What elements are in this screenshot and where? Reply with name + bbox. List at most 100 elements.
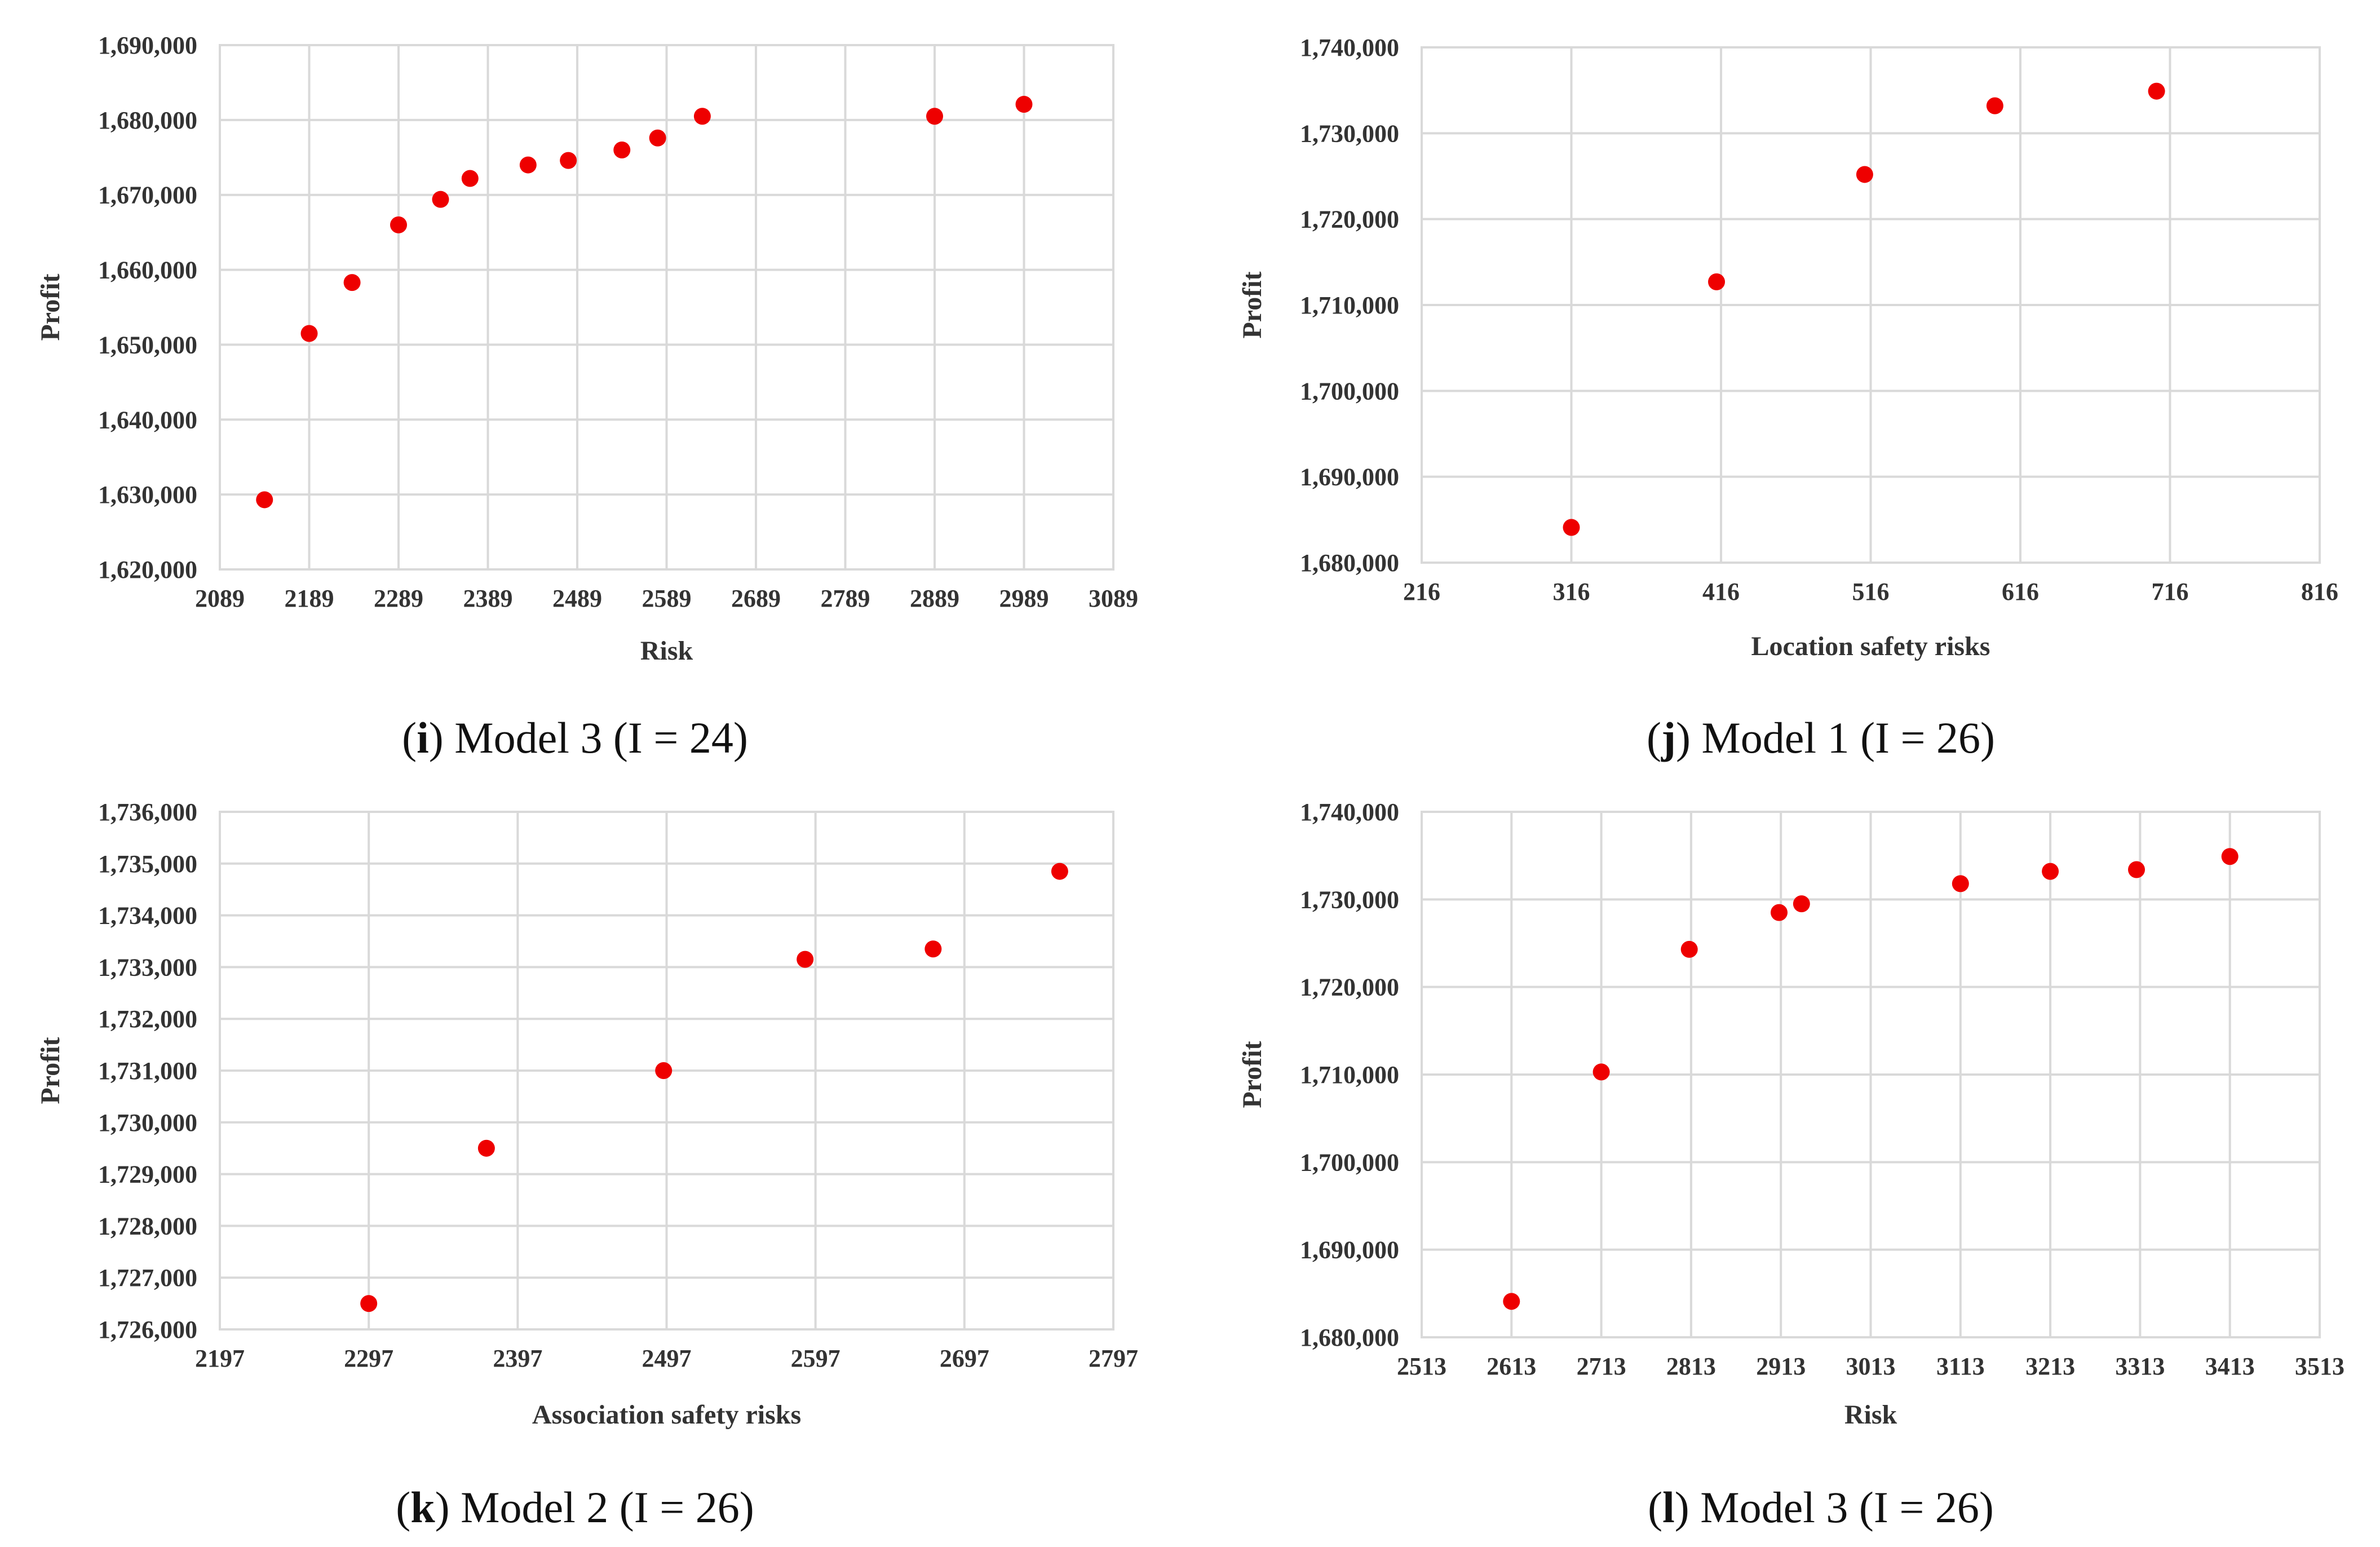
x-tick-label: 516 xyxy=(1852,578,1890,605)
y-tick-label: 1,733,000 xyxy=(98,953,197,981)
data-point xyxy=(461,170,479,187)
panel-caption: (k) Model 2 (I = 26) xyxy=(396,1483,754,1532)
x-tick-label: 2697 xyxy=(940,1345,989,1372)
data-point xyxy=(2221,848,2239,865)
y-tick-label: 1,660,000 xyxy=(98,257,197,284)
caption-close-paren: ) xyxy=(1675,1483,1689,1532)
x-tick-label: 2689 xyxy=(731,585,781,612)
caption-open-paren: ( xyxy=(396,1483,410,1532)
panel-caption: (l) Model 3 (I = 26) xyxy=(1648,1483,1994,1532)
data-point xyxy=(256,491,273,509)
y-tick-label: 1,731,000 xyxy=(98,1057,197,1085)
y-tick-label: 1,734,000 xyxy=(98,902,197,930)
x-tick-label: 3089 xyxy=(1089,585,1138,612)
data-point xyxy=(926,108,943,125)
y-tick-label: 1,710,000 xyxy=(1300,291,1399,319)
y-tick-label: 1,680,000 xyxy=(1300,1324,1399,1351)
data-point xyxy=(1856,166,1873,183)
x-tick-label: 2197 xyxy=(195,1345,245,1372)
data-point xyxy=(2128,861,2145,878)
data-point xyxy=(797,951,814,968)
x-tick-label: 2389 xyxy=(463,585,513,612)
data-point xyxy=(300,325,318,342)
x-axis-label: Location safety risks xyxy=(1751,631,1990,661)
x-tick-label: 816 xyxy=(2301,578,2338,605)
y-axis-label: Profit xyxy=(36,273,65,341)
panel-caption: (j) Model 1 (I = 26) xyxy=(1647,713,1995,762)
x-tick-label: 2797 xyxy=(1089,1345,1138,1372)
x-tick-label: 416 xyxy=(1702,578,1740,605)
x-tick-label: 2513 xyxy=(1397,1352,1446,1380)
data-point xyxy=(924,940,942,958)
x-tick-label: 216 xyxy=(1403,578,1440,605)
y-tick-label: 1,736,000 xyxy=(98,798,197,826)
y-tick-label: 1,690,000 xyxy=(98,32,197,59)
chart-panel-i: 2089 2189 2289 2389 2489 2589 2689 2789 2889 2989… xyxy=(36,32,1138,762)
x-tick-label: 2089 xyxy=(195,585,245,612)
data-point xyxy=(1793,895,1810,913)
data-point xyxy=(1680,940,1698,958)
x-tick-label: 2489 xyxy=(552,585,602,612)
y-axis-label: Profit xyxy=(1237,1041,1267,1108)
chart-panel-l: 2513 2613 2713 2813 2913 3013 3113 3213 3313 3413… xyxy=(1237,798,2344,1532)
y-tick-label: 1,690,000 xyxy=(1300,1236,1399,1264)
x-tick-label: 3413 xyxy=(2205,1352,2255,1380)
x-tick-label: 2289 xyxy=(374,585,423,612)
x-tick-label: 2189 xyxy=(285,585,334,612)
y-tick-label: 1,726,000 xyxy=(98,1316,197,1343)
data-point xyxy=(613,142,631,158)
x-tick-label: 2913 xyxy=(1756,1352,1806,1380)
y-tick-label: 1,727,000 xyxy=(98,1264,197,1292)
x-tick-label: 2789 xyxy=(821,585,870,612)
x-axis-label: Risk xyxy=(1844,1400,1897,1430)
data-point xyxy=(1771,904,1788,921)
x-tick-label: 3513 xyxy=(2295,1352,2344,1380)
x-axis-label: Risk xyxy=(640,636,693,666)
data-point xyxy=(1563,519,1580,536)
data-point xyxy=(343,274,361,291)
x-tick-label: 2613 xyxy=(1487,1352,1536,1380)
chart-panel-j: 216 316 416 516 616 716 816 1,740,000 1,730,000 1… xyxy=(1237,34,2338,762)
y-tick-label: 1,730,000 xyxy=(98,1109,197,1137)
y-tick-label: 1,700,000 xyxy=(1300,377,1399,405)
y-tick-label: 1,640,000 xyxy=(98,406,197,434)
data-point xyxy=(1986,97,2003,114)
data-point xyxy=(2148,82,2165,100)
x-tick-label: 3113 xyxy=(1936,1352,1985,1380)
y-tick-label: 1,740,000 xyxy=(1300,34,1399,61)
caption-letter: j xyxy=(1661,713,1676,762)
x-tick-label: 316 xyxy=(1553,578,1590,605)
caption-open-paren: ( xyxy=(402,713,417,762)
x-tick-label: 3313 xyxy=(2115,1352,2165,1380)
caption-open-paren: ( xyxy=(1648,1483,1662,1532)
y-tick-label: 1,700,000 xyxy=(1300,1148,1399,1176)
data-point xyxy=(360,1295,378,1312)
caption-open-paren: ( xyxy=(1647,713,1661,762)
data-point xyxy=(1503,1293,1520,1310)
y-tick-label: 1,720,000 xyxy=(1300,206,1399,233)
y-axis-label: Profit xyxy=(36,1037,65,1104)
data-point xyxy=(1952,875,1969,892)
x-tick-label: 2813 xyxy=(1666,1352,1716,1380)
x-tick-label: 2397 xyxy=(493,1345,542,1372)
data-point xyxy=(655,1062,673,1079)
caption-letter: i xyxy=(417,713,429,762)
data-point xyxy=(1592,1063,1610,1081)
y-tick-label: 1,680,000 xyxy=(1300,549,1399,577)
x-tick-label: 616 xyxy=(2002,578,2039,605)
caption-close-paren: ) xyxy=(1676,713,1691,762)
y-tick-label: 1,740,000 xyxy=(1300,798,1399,826)
data-point xyxy=(519,156,537,174)
y-tick-label: 1,735,000 xyxy=(98,850,197,878)
x-axis-label: Association safety risks xyxy=(532,1400,801,1430)
data-point xyxy=(560,152,577,169)
y-tick-label: 1,730,000 xyxy=(1300,886,1399,913)
data-point xyxy=(693,108,711,125)
chart-panel-k: 2197 2297 2397 2497 2597 2697 2797 1,736,000 1,7… xyxy=(36,798,1138,1532)
caption-letter: l xyxy=(1662,1483,1675,1532)
x-tick-label: 3213 xyxy=(2025,1352,2075,1380)
y-tick-label: 1,680,000 xyxy=(98,107,197,134)
y-tick-label: 1,728,000 xyxy=(98,1212,197,1240)
data-point xyxy=(2042,863,2059,880)
